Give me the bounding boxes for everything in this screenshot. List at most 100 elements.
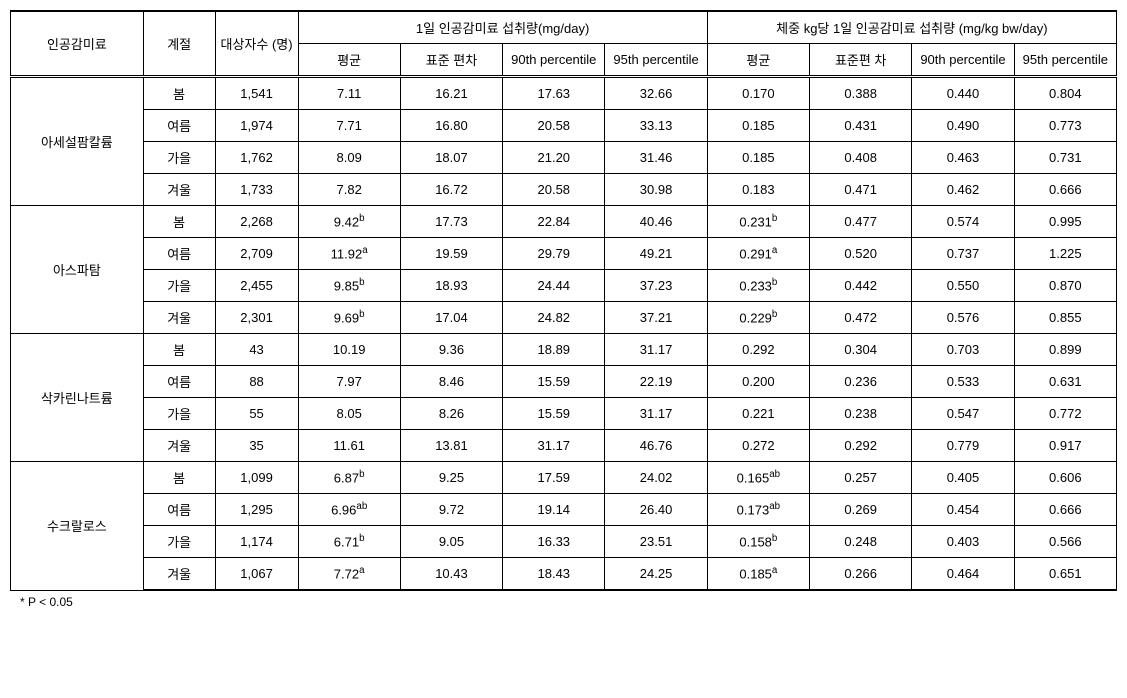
superscript-note: b [772, 277, 777, 288]
daily-p90: 29.79 [503, 238, 605, 270]
header-bw-p95: 95th percentile [1014, 44, 1116, 77]
superscript-note: b [359, 309, 364, 320]
bw-sd: 0.472 [810, 302, 912, 334]
bw-p95: 0.666 [1014, 174, 1116, 206]
bw-sd: 0.248 [810, 526, 912, 558]
table-row: 가을1,1746.71b9.0516.3323.510.158b0.2480.4… [11, 526, 1117, 558]
bw-mean: 0.221 [707, 398, 809, 430]
bw-mean: 0.231b [707, 206, 809, 238]
daily-mean: 6.87b [298, 462, 400, 494]
season: 가을 [143, 398, 215, 430]
bw-p90: 0.454 [912, 494, 1014, 526]
table-row: 겨울3511.6113.8131.1746.760.2720.2920.7790… [11, 430, 1117, 462]
daily-mean: 6.71b [298, 526, 400, 558]
bw-p95: 0.870 [1014, 270, 1116, 302]
season: 겨울 [143, 558, 215, 591]
bw-mean: 0.229b [707, 302, 809, 334]
superscript-note: ab [769, 501, 780, 512]
daily-p90: 31.17 [503, 430, 605, 462]
season: 봄 [143, 206, 215, 238]
bw-sd: 0.236 [810, 366, 912, 398]
bw-sd: 0.431 [810, 110, 912, 142]
bw-mean: 0.185a [707, 558, 809, 591]
table-body: 아세설팜칼륨봄1,5417.1116.2117.6332.660.1700.38… [11, 77, 1117, 591]
daily-sd: 8.46 [400, 366, 502, 398]
daily-mean: 9.85b [298, 270, 400, 302]
daily-mean: 7.71 [298, 110, 400, 142]
daily-p95: 24.25 [605, 558, 707, 591]
daily-p95: 33.13 [605, 110, 707, 142]
table-row: 가을2,4559.85b18.9324.4437.230.233b0.4420.… [11, 270, 1117, 302]
superscript-note: b [359, 469, 364, 480]
superscript-note: a [772, 565, 777, 576]
table-row: 여름1,2956.96ab9.7219.1426.400.173ab0.2690… [11, 494, 1117, 526]
bw-mean: 0.173ab [707, 494, 809, 526]
table-row: 아세설팜칼륨봄1,5417.1116.2117.6332.660.1700.38… [11, 77, 1117, 110]
table-row: 수크랄로스봄1,0996.87b9.2517.5924.020.165ab0.2… [11, 462, 1117, 494]
daily-p90: 16.33 [503, 526, 605, 558]
daily-p95: 31.46 [605, 142, 707, 174]
daily-p95: 49.21 [605, 238, 707, 270]
bw-p90: 0.550 [912, 270, 1014, 302]
bw-p95: 0.804 [1014, 77, 1116, 110]
bw-mean: 0.272 [707, 430, 809, 462]
season: 여름 [143, 238, 215, 270]
table-row: 가을558.058.2615.5931.170.2210.2380.5470.7… [11, 398, 1117, 430]
bw-sd: 0.269 [810, 494, 912, 526]
daily-p90: 24.82 [503, 302, 605, 334]
table-row: 겨울2,3019.69b17.0424.8237.210.229b0.4720.… [11, 302, 1117, 334]
bw-p95: 0.855 [1014, 302, 1116, 334]
season: 여름 [143, 494, 215, 526]
season: 가을 [143, 142, 215, 174]
bw-p90: 0.490 [912, 110, 1014, 142]
sweetener-name: 수크랄로스 [11, 462, 144, 591]
daily-sd: 16.21 [400, 77, 502, 110]
bw-sd: 0.477 [810, 206, 912, 238]
season: 겨울 [143, 302, 215, 334]
bw-p95: 0.899 [1014, 334, 1116, 366]
subjects-count: 2,301 [215, 302, 298, 334]
daily-p95: 31.17 [605, 398, 707, 430]
daily-sd: 9.25 [400, 462, 502, 494]
bw-sd: 0.408 [810, 142, 912, 174]
daily-mean: 8.09 [298, 142, 400, 174]
daily-mean: 10.19 [298, 334, 400, 366]
superscript-note: b [772, 533, 777, 544]
bw-p95: 0.651 [1014, 558, 1116, 591]
season: 봄 [143, 77, 215, 110]
superscript-note: b [359, 533, 364, 544]
superscript-note: ab [769, 469, 780, 480]
bw-p95: 0.731 [1014, 142, 1116, 174]
bw-sd: 0.238 [810, 398, 912, 430]
table-row: 여름1,9747.7116.8020.5833.130.1850.4310.49… [11, 110, 1117, 142]
daily-p95: 37.23 [605, 270, 707, 302]
subjects-count: 1,974 [215, 110, 298, 142]
subjects-count: 1,295 [215, 494, 298, 526]
bw-p90: 0.779 [912, 430, 1014, 462]
bw-p90: 0.403 [912, 526, 1014, 558]
daily-p95: 40.46 [605, 206, 707, 238]
subjects-count: 43 [215, 334, 298, 366]
bw-p95: 0.566 [1014, 526, 1116, 558]
bw-mean: 0.291a [707, 238, 809, 270]
bw-mean: 0.233b [707, 270, 809, 302]
header-daily-mean: 평균 [298, 44, 400, 77]
daily-sd: 17.04 [400, 302, 502, 334]
daily-p95: 24.02 [605, 462, 707, 494]
bw-p95: 1.225 [1014, 238, 1116, 270]
subjects-count: 1,733 [215, 174, 298, 206]
daily-sd: 13.81 [400, 430, 502, 462]
bw-p90: 0.463 [912, 142, 1014, 174]
header-bw-group: 체중 kg당 1일 인공감미료 섭취량 (mg/kg bw/day) [707, 11, 1116, 44]
daily-p90: 20.58 [503, 110, 605, 142]
header-bw-sd: 표준편 차 [810, 44, 912, 77]
daily-mean: 9.42b [298, 206, 400, 238]
bw-sd: 0.388 [810, 77, 912, 110]
daily-sd: 16.72 [400, 174, 502, 206]
bw-p90: 0.547 [912, 398, 1014, 430]
daily-p90: 19.14 [503, 494, 605, 526]
daily-mean: 8.05 [298, 398, 400, 430]
daily-p95: 22.19 [605, 366, 707, 398]
bw-p90: 0.576 [912, 302, 1014, 334]
bw-p90: 0.462 [912, 174, 1014, 206]
